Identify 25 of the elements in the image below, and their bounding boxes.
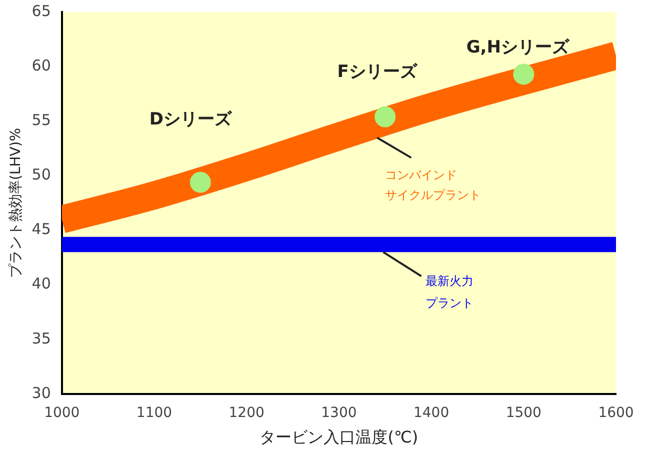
point bbox=[190, 172, 211, 193]
x-tick-label: 1000 bbox=[44, 405, 80, 422]
x-tick-label: 1500 bbox=[506, 405, 542, 422]
y-tick-label: 35 bbox=[32, 329, 51, 348]
x-tick-label: 1300 bbox=[321, 405, 357, 422]
band-label: 最新火力プラント bbox=[425, 274, 474, 310]
y-tick-label: 55 bbox=[32, 111, 51, 130]
y-tick-label: 50 bbox=[32, 166, 51, 184]
annotation: Dシリーズ bbox=[149, 110, 232, 130]
x-tick-label: 1100 bbox=[136, 405, 172, 422]
y-tick-label: 30 bbox=[32, 384, 51, 402]
x-axis-title: タービン入口温度(℃) bbox=[260, 428, 418, 447]
y-axis-title: プラント熱効率(LHV)% bbox=[8, 128, 24, 278]
x-tick-label: 1200 bbox=[228, 405, 264, 422]
annotation: G,Hシリーズ bbox=[466, 38, 570, 58]
y-tick-label: 60 bbox=[32, 56, 51, 74]
x-tick-label: 1400 bbox=[413, 405, 450, 422]
text: コンバインドサイクルプラント bbox=[385, 168, 482, 202]
y-tick-label: 45 bbox=[32, 220, 51, 238]
x-tick-label: 1600 bbox=[598, 405, 634, 422]
y-tick-label: 40 bbox=[32, 274, 51, 293]
y-tick-label: 65 bbox=[32, 2, 51, 20]
point bbox=[513, 64, 534, 85]
point bbox=[374, 106, 396, 128]
annotation: Fシリーズ bbox=[337, 62, 418, 82]
